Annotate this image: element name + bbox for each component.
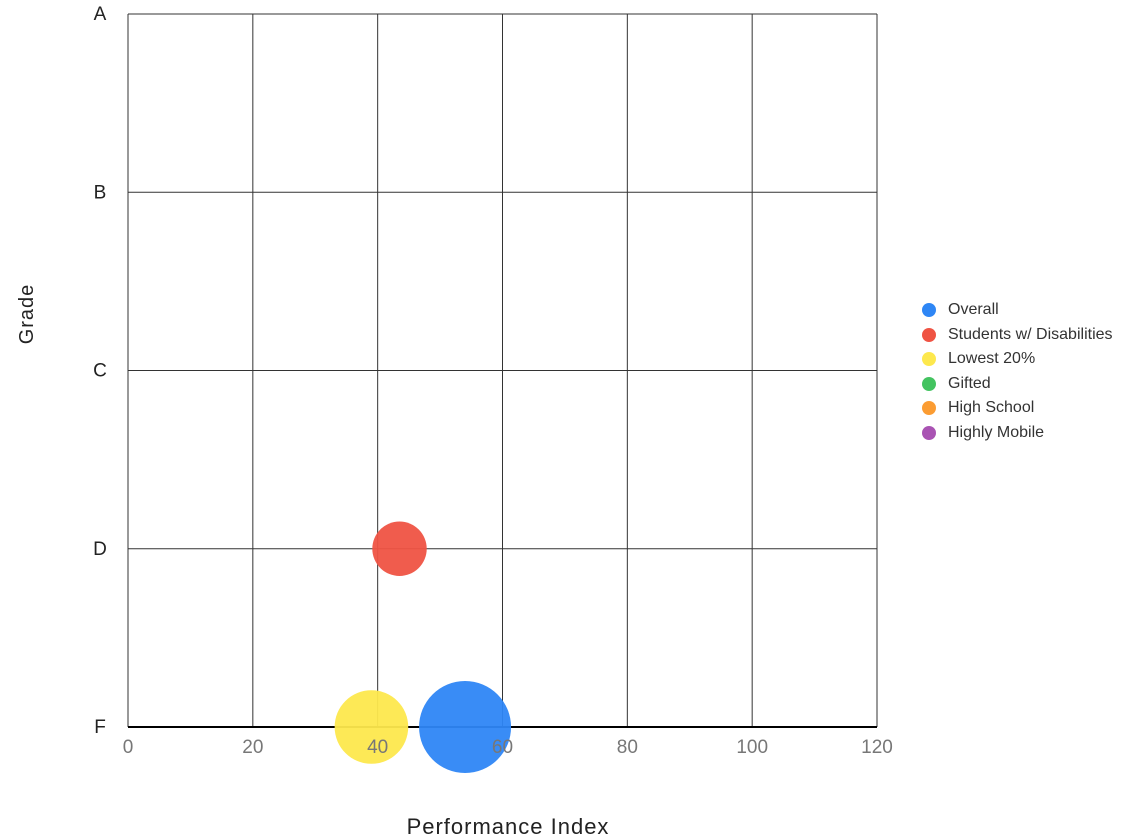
legend-swatch (922, 327, 936, 342)
legend-label: Overall (948, 301, 999, 319)
legend-swatch (922, 352, 936, 367)
bubble-layer (334, 521, 512, 773)
x-tick-labels: 0 20 40 60 80 100 120 (123, 737, 893, 758)
y-axis-title: Grade (16, 284, 38, 345)
x-tick-label: 0 (123, 737, 134, 758)
x-tick-label: 20 (242, 737, 263, 758)
legend-item[interactable]: Overall (922, 298, 1113, 323)
y-tick-label: C (93, 361, 107, 382)
legend-swatch (922, 425, 936, 440)
bubble-point[interactable] (419, 681, 512, 773)
legend-item[interactable]: High School (922, 396, 1113, 421)
y-tick-label: B (94, 182, 107, 203)
y-tick-label: A (94, 4, 107, 25)
x-tick-label: 80 (617, 737, 638, 758)
legend-swatch (922, 401, 936, 416)
legend-item[interactable]: Students w/ Disabilities (922, 323, 1113, 348)
y-tick-label: D (93, 539, 107, 560)
grid-lines (127, 13, 878, 728)
y-tick-label: F (94, 717, 106, 738)
x-tick-label: 60 (492, 737, 513, 758)
bubble-point[interactable] (372, 521, 427, 576)
y-tick-labels: F D C B A (93, 4, 107, 738)
x-axis-title: Performance Index (407, 814, 610, 839)
chart-legend: Overall Students w/ Disabilities Lowest 20… (922, 298, 1113, 445)
legend-item[interactable]: Gifted (922, 372, 1113, 397)
legend-item[interactable]: Lowest 20% (922, 347, 1113, 372)
legend-swatch (922, 376, 936, 391)
legend-item[interactable]: Highly Mobile (922, 421, 1113, 446)
x-tick-label: 120 (861, 737, 893, 758)
legend-label: Students w/ Disabilities (948, 325, 1113, 343)
legend-label: Highly Mobile (948, 423, 1045, 441)
legend-swatch (922, 303, 936, 318)
bubble-point[interactable] (334, 690, 409, 764)
x-tick-label: 40 (367, 737, 388, 758)
x-tick-label: 100 (736, 737, 768, 758)
legend-label: Lowest 20% (948, 350, 1036, 368)
legend-label: High School (948, 399, 1035, 417)
legend-label: Gifted (948, 374, 991, 392)
